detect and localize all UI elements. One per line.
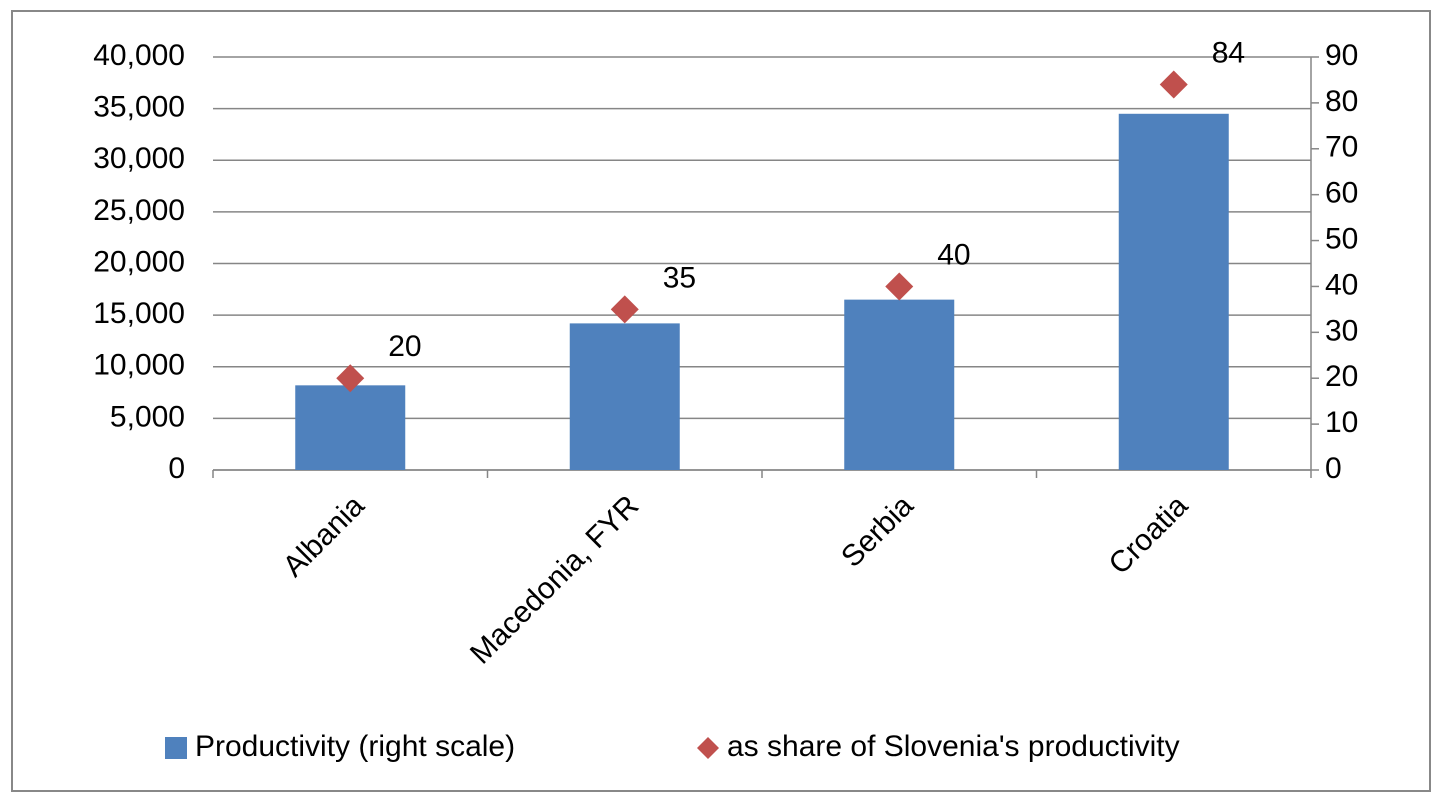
y-tick-label: 30,000: [93, 142, 185, 175]
legend-label: as share of Slovenia's productivity: [727, 730, 1180, 763]
y-tick-label: 5,000: [110, 400, 185, 433]
legend-label: Productivity (right scale): [195, 730, 515, 763]
y2-tick-label: 0: [1325, 452, 1342, 485]
y-tick-label: 20,000: [93, 245, 185, 278]
y-tick-label: 25,000: [93, 194, 185, 227]
diamond-marker: [885, 272, 914, 301]
y-tick-label: 0: [168, 452, 185, 485]
y2-tick-label: 30: [1325, 314, 1358, 347]
diamond-marker: [336, 364, 365, 393]
data-label: 84: [1212, 36, 1245, 69]
y-tick-label: 15,000: [93, 297, 185, 330]
data-label: 20: [388, 330, 421, 363]
bar: [1118, 113, 1229, 470]
y-tick-label: 35,000: [93, 91, 185, 124]
y2-tick-label: 90: [1325, 39, 1358, 72]
legend-swatch: [165, 737, 187, 759]
legend-swatch: [697, 737, 719, 759]
bar: [844, 299, 955, 470]
y2-tick-label: 20: [1325, 360, 1358, 393]
y2-tick-label: 10: [1325, 406, 1358, 439]
y-tick-label: 10,000: [93, 349, 185, 382]
diamond-marker: [1159, 70, 1188, 99]
y2-tick-label: 50: [1325, 222, 1358, 255]
y2-tick-label: 70: [1325, 131, 1358, 164]
bar: [569, 323, 680, 470]
data-label: 35: [663, 261, 696, 294]
bar: [295, 385, 406, 470]
data-label: 40: [937, 238, 970, 271]
y2-tick-label: 60: [1325, 177, 1358, 210]
diamond-marker: [610, 295, 639, 324]
y-tick-label: 40,000: [93, 39, 185, 72]
y2-tick-label: 80: [1325, 85, 1358, 118]
y2-tick-label: 40: [1325, 268, 1358, 301]
